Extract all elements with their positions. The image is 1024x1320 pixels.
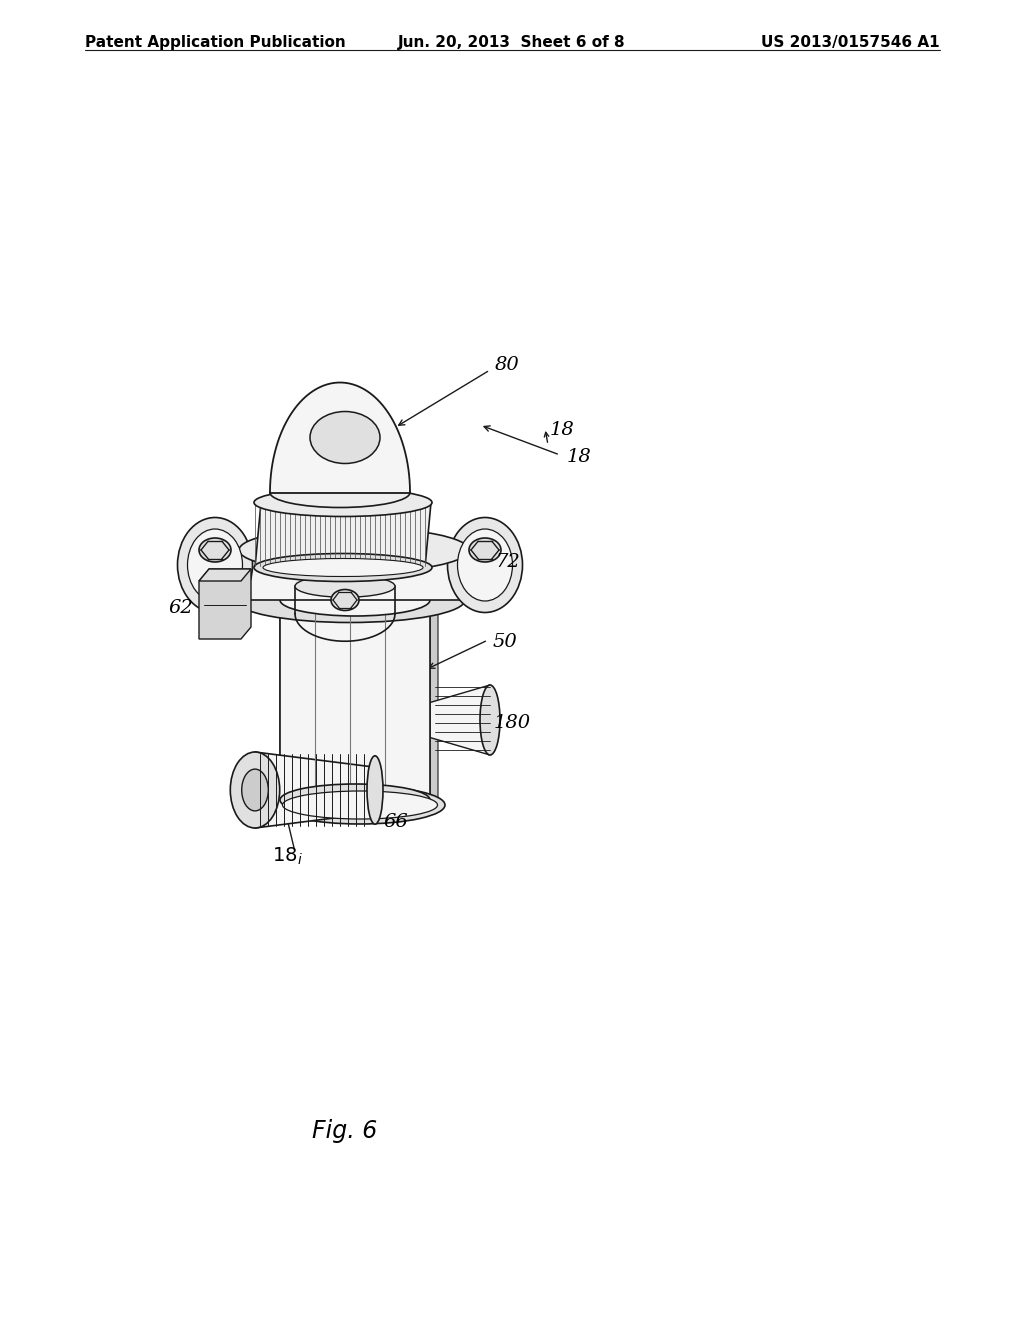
Text: Patent Application Publication: Patent Application Publication <box>85 36 346 50</box>
Text: 72: 72 <box>496 553 521 572</box>
Polygon shape <box>280 601 430 800</box>
Text: 62: 62 <box>168 599 193 616</box>
Ellipse shape <box>280 784 430 816</box>
Text: $18_i$: $18_i$ <box>272 846 303 867</box>
Ellipse shape <box>242 770 268 810</box>
Text: 50: 50 <box>493 634 518 651</box>
Ellipse shape <box>295 576 395 597</box>
Ellipse shape <box>280 583 430 616</box>
Ellipse shape <box>458 529 512 601</box>
Ellipse shape <box>469 539 501 562</box>
Ellipse shape <box>239 528 469 573</box>
Polygon shape <box>255 503 431 568</box>
Text: US 2013/0157546 A1: US 2013/0157546 A1 <box>762 36 940 50</box>
Text: 18: 18 <box>550 421 574 440</box>
Text: Jun. 20, 2013  Sheet 6 of 8: Jun. 20, 2013 Sheet 6 of 8 <box>398 36 626 50</box>
Ellipse shape <box>275 785 445 824</box>
Ellipse shape <box>283 791 437 818</box>
Polygon shape <box>234 550 473 601</box>
Polygon shape <box>280 601 288 810</box>
Ellipse shape <box>177 517 253 612</box>
Polygon shape <box>199 569 251 639</box>
Ellipse shape <box>199 539 231 562</box>
Ellipse shape <box>263 558 423 577</box>
Ellipse shape <box>254 553 432 582</box>
Ellipse shape <box>234 578 465 623</box>
Text: Fig. 6: Fig. 6 <box>312 1119 377 1143</box>
Text: 18: 18 <box>567 447 592 466</box>
Polygon shape <box>270 383 410 492</box>
Ellipse shape <box>310 412 380 463</box>
Ellipse shape <box>254 488 432 516</box>
Ellipse shape <box>447 517 522 612</box>
Polygon shape <box>430 685 490 755</box>
Text: 180: 180 <box>494 714 531 733</box>
Polygon shape <box>430 601 438 810</box>
Ellipse shape <box>230 752 280 828</box>
Polygon shape <box>199 569 251 581</box>
Ellipse shape <box>187 529 243 601</box>
Ellipse shape <box>480 685 500 755</box>
Polygon shape <box>255 752 375 828</box>
Ellipse shape <box>270 478 410 507</box>
Text: 80: 80 <box>495 356 520 374</box>
Text: 66: 66 <box>383 813 408 832</box>
Ellipse shape <box>367 756 383 824</box>
Ellipse shape <box>331 590 359 610</box>
